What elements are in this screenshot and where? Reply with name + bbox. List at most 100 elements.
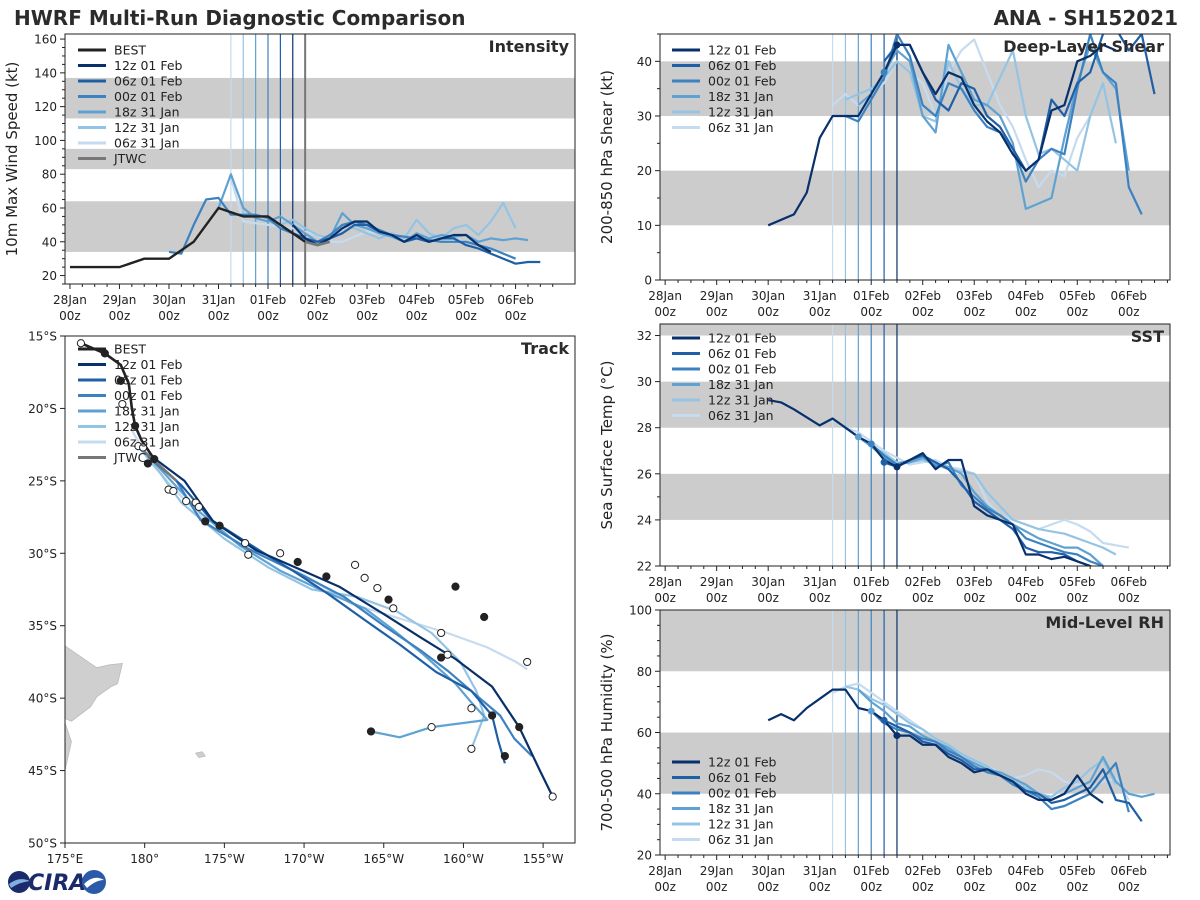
shear-series-4 — [845, 49, 1117, 172]
track-xtick-label-6: 155°W — [523, 852, 564, 866]
shear-xtick-hour-5: 00z — [912, 305, 934, 319]
sst-xtick-date-1: 29Jan — [700, 575, 734, 589]
intensity-legend-label-1: 12z 01 Feb — [114, 58, 183, 73]
rh-xtick-date-5: 02Feb — [904, 864, 941, 878]
rh-ytick-label-1: 40 — [637, 787, 652, 801]
track-point-0 — [76, 339, 86, 348]
shear-legend-label-4: 12z 31 Jan — [708, 105, 774, 120]
intensity-frame — [64, 33, 576, 285]
rh-legend-label-1: 06z 01 Feb — [708, 770, 777, 785]
sst-series-4 — [844, 426, 1117, 556]
sst-xtick-hour-8: 00z — [1066, 591, 1088, 605]
sst-xtick-hour-6: 00z — [963, 591, 985, 605]
rh-legend-label-2: 00z 01 Feb — [708, 786, 777, 801]
track-legend-label-6: 06z 31 Jan — [114, 435, 180, 450]
rh-series-group — [767, 682, 1155, 822]
track-point-16 — [360, 573, 369, 583]
track-map-group — [65, 339, 557, 801]
intensity-ytick-label-1: 40 — [42, 235, 57, 249]
intensity-xtick-date-5: 02Feb — [299, 293, 336, 307]
rh-xtick-date-0: 28Jan — [648, 864, 682, 878]
rh-xtick-hour-3: 00z — [809, 880, 831, 894]
shear-legend-label-5: 06z 31 Jan — [708, 120, 774, 135]
sst-legend-label-3: 18z 31 Jan — [708, 377, 774, 392]
shear-title: Deep-Layer Shear — [1003, 37, 1164, 56]
intensity-title: Intensity — [489, 37, 570, 56]
track-land-2 — [195, 751, 206, 758]
sst-xtick-hour-9: 00z — [1118, 591, 1140, 605]
intensity-xtick-hour-7: 00z — [406, 309, 428, 323]
rh-legend-label-4: 12z 31 Jan — [708, 817, 774, 832]
sst-ytick-label-2: 26 — [637, 467, 652, 481]
intensity-band-1 — [65, 148, 575, 170]
rh-ytick-label-2: 60 — [637, 726, 652, 740]
shear-xtick-date-0: 28Jan — [648, 289, 682, 303]
shear-frame — [659, 33, 1171, 281]
intensity-xtick-hour-5: 00z — [307, 309, 329, 323]
rh-xtick-hour-7: 00z — [1015, 880, 1037, 894]
shear-legend-label-3: 18z 31 Jan — [708, 89, 774, 104]
sst-ylabel: Sea Surface Temp (°C) — [598, 360, 616, 529]
track-point-36 — [131, 421, 140, 430]
track-point-31 — [169, 486, 178, 496]
intensity-xtick-date-6: 03Feb — [349, 293, 386, 307]
intensity-xtick-date-3: 31Jan — [202, 293, 236, 307]
intensity-legend-label-0: BEST — [114, 43, 146, 58]
track-point-11 — [437, 628, 446, 638]
intensity-legend-label-3: 00z 01 Feb — [114, 89, 183, 104]
rh-ytick-label-3: 80 — [637, 665, 652, 679]
rh-legend-label-3: 18z 31 Jan — [708, 801, 774, 816]
track-point-17 — [322, 572, 331, 581]
track-series-1 — [147, 455, 506, 764]
track-legend-label-3: 00z 01 Feb — [114, 388, 183, 403]
track-ytick-label-0: 15°S — [28, 330, 57, 344]
intensity-xtick-date-2: 30Jan — [152, 293, 186, 307]
intensity-jtwc-line — [304, 240, 331, 247]
track-title: Track — [521, 339, 569, 358]
shear-xtick-hour-7: 00z — [1015, 305, 1037, 319]
sst-xtick-hour-4: 00z — [860, 591, 882, 605]
storm-id: ANA - SH152021 — [993, 6, 1178, 30]
rh-ytick-label-0: 20 — [637, 849, 652, 863]
track-legend-label-5: 12z 31 Jan — [114, 419, 180, 434]
intensity-legend-label-4: 18z 31 Jan — [114, 105, 180, 120]
intensity-xtick-hour-8: 00z — [455, 309, 477, 323]
rh-xtick-date-4: 01Feb — [853, 864, 890, 878]
intensity-xtick-hour-2: 00z — [158, 309, 180, 323]
track-legend-label-0: BEST — [114, 342, 146, 357]
track-point-14 — [467, 704, 476, 713]
sst-xtick-date-5: 02Feb — [904, 575, 941, 589]
intensity-legend-label-2: 06z 01 Feb — [114, 74, 183, 89]
track-point-5 — [515, 723, 524, 732]
track-land-0 — [65, 645, 123, 722]
intensity-series-4 — [267, 201, 517, 240]
track-xtick-label-5: 160°W — [443, 852, 484, 866]
rh-xtick-hour-6: 00z — [963, 880, 985, 894]
track-point-39 — [100, 349, 109, 358]
sst-xtick-date-0: 28Jan — [648, 575, 682, 589]
rh-xtick-date-6: 03Feb — [956, 864, 993, 878]
rh-xtick-hour-1: 00z — [706, 880, 728, 894]
shear-series-1 — [883, 34, 1156, 172]
track-series-2 — [143, 451, 533, 757]
track-ytick-label-7: 50°S — [28, 837, 57, 851]
sst-init-marker-2 — [880, 458, 888, 466]
sst-title: SST — [1131, 327, 1164, 346]
shear-xtick-date-1: 29Jan — [700, 289, 734, 303]
rh-xtick-date-2: 30Jan — [751, 864, 785, 878]
track-series-5 — [130, 429, 528, 671]
track-point-35 — [138, 443, 148, 452]
shear-xtick-hour-6: 00z — [963, 305, 985, 319]
track-legend-label-2: 06z 01 Feb — [114, 373, 183, 388]
shear-xtick-date-5: 02Feb — [904, 289, 941, 303]
shear-ytick-label-4: 40 — [637, 55, 652, 69]
shear-xtick-date-9: 06Feb — [1111, 289, 1148, 303]
track-xtick-label-4: 165°W — [363, 852, 404, 866]
intensity-xtick-date-8: 05Feb — [448, 293, 485, 307]
track-point-22 — [276, 549, 285, 558]
cira-logo: CIRA — [8, 870, 106, 896]
intensity-ytick-label-2: 60 — [42, 201, 57, 215]
shear-ytick-label-0: 0 — [644, 274, 652, 288]
sst-xtick-date-4: 01Feb — [853, 575, 890, 589]
sst-legend-label-5: 06z 31 Jan — [708, 408, 774, 423]
